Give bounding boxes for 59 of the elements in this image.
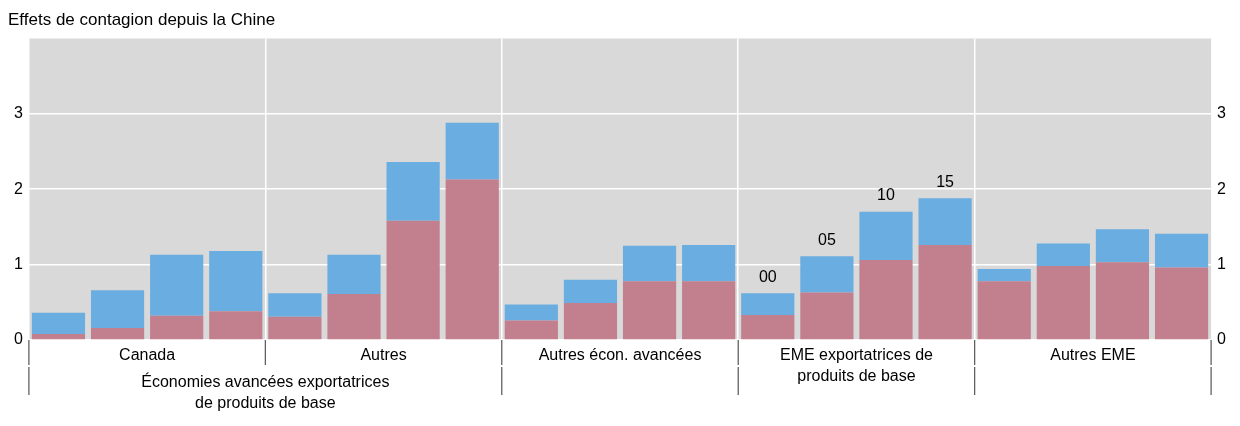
bar: [209, 251, 263, 312]
bar: [90, 290, 145, 328]
bar: [1154, 267, 1209, 340]
bar: [563, 303, 618, 340]
bar: [209, 311, 263, 340]
text: Autres: [360, 346, 407, 364]
bar: [918, 198, 972, 245]
bar: [150, 315, 204, 340]
bar: [1036, 243, 1090, 267]
bar: [622, 281, 677, 340]
bar: [268, 293, 322, 317]
bar: [445, 122, 499, 180]
chart-title: Effets de contagion depuis la Chine: [8, 9, 276, 29]
y2-tick-label: 3: [1217, 104, 1227, 122]
bar: [1095, 262, 1150, 340]
bar: [682, 245, 736, 282]
bar: [800, 256, 854, 293]
bar: [504, 320, 558, 340]
bar: [563, 279, 618, 304]
text: Économies avancées exportatrices de produits de base: [141, 372, 390, 412]
bar: [977, 281, 1031, 340]
y2-tick-label: 2: [1217, 179, 1227, 197]
bar: [800, 292, 854, 340]
bar: [1154, 233, 1209, 268]
bar: [327, 254, 381, 295]
bar: [90, 327, 145, 340]
bar: [327, 294, 381, 340]
bar: [918, 245, 972, 340]
bar: [445, 179, 499, 340]
x-tick-label: 05: [817, 230, 836, 248]
x-tick-label: 00: [758, 267, 777, 285]
bar: [859, 260, 913, 340]
y-tick-label: 0: [13, 330, 23, 348]
bar: [977, 269, 1031, 282]
text: Autres écon. avancées: [538, 346, 702, 364]
bar: [741, 315, 795, 340]
bar: [31, 312, 86, 334]
y2-tick-label: 0: [1217, 330, 1227, 348]
bar: [150, 254, 204, 316]
bar: [741, 293, 795, 316]
text: Autres EME: [1050, 346, 1136, 364]
bar: [682, 281, 736, 340]
y-tick-label: 1: [13, 255, 23, 273]
bar: [386, 162, 440, 221]
bar: [504, 304, 558, 321]
y-tick-label: 3: [13, 104, 23, 122]
bar: [859, 211, 913, 261]
x-tick-label: 10: [877, 186, 895, 204]
x-tick-label: 15: [936, 172, 955, 190]
text: EME exportatrices de produits de base: [779, 346, 934, 385]
bar: [1095, 229, 1150, 263]
bar: [31, 333, 86, 340]
bar: [268, 316, 322, 340]
y2-tick-label: 1: [1217, 255, 1227, 273]
y-tick-label: 2: [13, 179, 23, 197]
bar: [386, 220, 440, 340]
bar: [622, 245, 677, 282]
bar: [1036, 266, 1090, 340]
text: Canada: [119, 346, 176, 364]
